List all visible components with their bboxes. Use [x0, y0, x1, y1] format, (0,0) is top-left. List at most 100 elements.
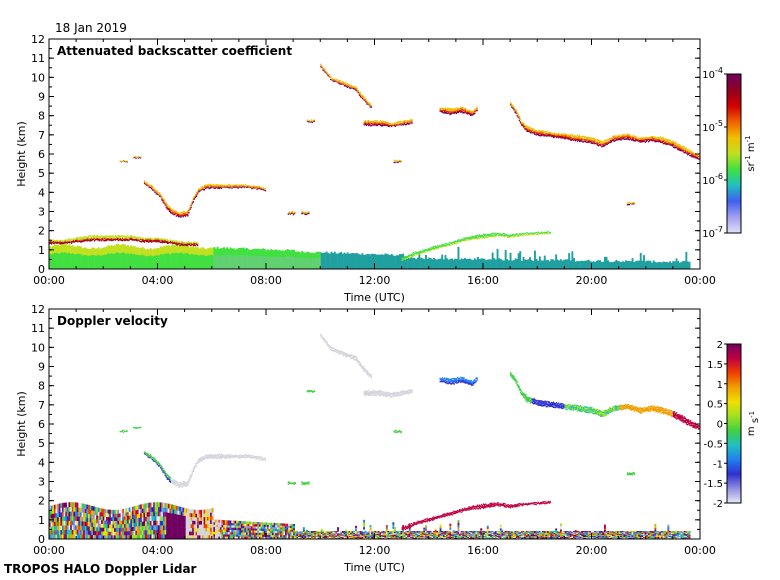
backscatter-cell — [210, 250, 212, 255]
backscatter-cell — [379, 256, 382, 260]
backscatter-cell — [89, 238, 91, 240]
backscatter-cell — [333, 257, 336, 261]
backscatter-cell — [657, 267, 660, 269]
backscatter-cell — [200, 258, 203, 262]
backscatter-cell — [499, 263, 502, 266]
backscatter-cell — [481, 260, 484, 263]
backscatter-cell — [599, 140, 601, 142]
backscatter-cell — [483, 236, 485, 238]
backscatter-cell — [76, 264, 79, 269]
backscatter-cell — [471, 110, 473, 113]
backscatter-cell — [501, 260, 504, 262]
backscatter-cell — [307, 263, 310, 267]
backscatter-cell — [170, 211, 172, 214]
backscatter-cell — [452, 112, 454, 114]
backscatter-cell — [204, 184, 206, 187]
backscatter-cell — [189, 205, 191, 207]
backscatter-cell — [623, 267, 626, 269]
backscatter-cell — [429, 250, 431, 252]
backscatter-cell — [647, 260, 650, 263]
backscatter-cell — [407, 122, 409, 125]
backscatter-cell — [172, 256, 175, 262]
backscatter-cell — [651, 264, 654, 267]
backscatter-cell — [395, 264, 398, 267]
backscatter-cell — [652, 138, 654, 140]
backscatter-cell — [612, 266, 614, 268]
backscatter-cell — [91, 247, 94, 252]
backscatter-cell — [403, 120, 405, 122]
backscatter-cell — [524, 234, 526, 236]
backscatter-cell — [275, 249, 278, 253]
backscatter-cell — [103, 235, 105, 238]
backscatter-cell — [412, 253, 414, 255]
backscatter-cell — [312, 263, 315, 267]
backscatter-cell — [99, 238, 101, 241]
backscatter-cell — [359, 92, 362, 94]
backscatter-cell — [66, 245, 69, 250]
backscatter-cell — [236, 255, 239, 260]
backscatter-cell — [340, 254, 343, 258]
backscatter-cell — [112, 237, 114, 239]
backscatter-cell — [439, 108, 441, 111]
backscatter-cell — [476, 234, 478, 237]
backscatter-cell — [156, 190, 158, 193]
backscatter-cell — [679, 146, 681, 148]
backscatter-cell — [525, 234, 528, 236]
backscatter-cell — [439, 246, 441, 248]
backscatter-cell — [338, 81, 340, 83]
backscatter-cell — [330, 263, 333, 267]
backscatter-cell — [311, 258, 313, 262]
backscatter-cell — [97, 250, 100, 255]
backscatter-cell — [683, 266, 686, 268]
backscatter-cell — [301, 211, 303, 213]
backscatter-cell — [476, 237, 478, 239]
backscatter-cell — [461, 239, 463, 241]
backscatter-cell — [459, 265, 461, 268]
backscatter-cell — [378, 121, 380, 123]
backscatter-cell — [682, 149, 684, 152]
backscatter-cell — [61, 240, 63, 242]
backscatter-cell — [620, 265, 623, 267]
backscatter-cell — [374, 120, 376, 122]
backscatter-cell — [588, 136, 590, 139]
backscatter-cell — [397, 264, 400, 267]
backscatter-cell — [210, 184, 212, 187]
backscatter-cell — [278, 259, 281, 263]
backscatter-cell — [528, 126, 530, 128]
backscatter-cell — [101, 261, 103, 266]
backscatter-cell — [146, 252, 149, 256]
backscatter-cell — [54, 242, 56, 244]
backscatter-cell — [155, 240, 157, 243]
backscatter-cell — [131, 236, 133, 239]
backscatter-cell — [383, 124, 385, 126]
backscatter-cell — [547, 233, 549, 235]
backscatter-cell — [519, 265, 522, 269]
backscatter-cell — [288, 249, 291, 254]
backscatter-cell — [70, 245, 73, 251]
backscatter-cell — [508, 236, 510, 239]
backscatter-cell — [419, 250, 421, 253]
backscatter-cell — [53, 239, 55, 241]
backscatter-cell — [294, 260, 297, 264]
backscatter-cell — [315, 251, 318, 255]
backscatter-cell — [73, 246, 76, 251]
backscatter-cell — [161, 261, 164, 266]
backscatter-cell — [312, 258, 315, 262]
backscatter-cell — [440, 107, 442, 110]
backscatter-cell — [651, 262, 654, 265]
backscatter-cell — [612, 262, 614, 264]
backscatter-cell — [464, 239, 466, 242]
backscatter-cell — [149, 265, 152, 269]
backscatter-cell — [333, 251, 336, 255]
backscatter-cell — [613, 267, 616, 269]
backscatter-cell — [555, 266, 558, 269]
backscatter-cell — [646, 267, 649, 269]
backscatter-cell — [632, 203, 635, 205]
backscatter-cell — [340, 257, 343, 261]
backscatter-cell — [472, 262, 475, 265]
backscatter-cell — [491, 235, 493, 238]
backscatter-cell — [612, 263, 614, 265]
backscatter-cell — [170, 241, 172, 244]
backscatter-cell — [154, 191, 156, 193]
backscatter-cell — [574, 137, 576, 140]
